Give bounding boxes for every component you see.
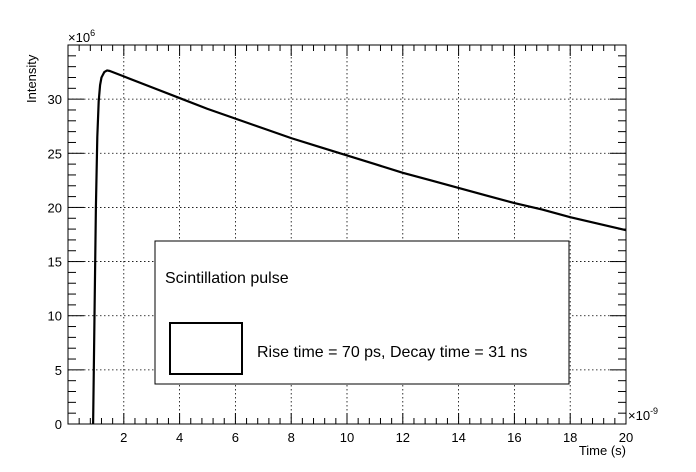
x-tick-label: 10 (340, 430, 354, 445)
x-tick-label: 4 (176, 430, 183, 445)
x-tick-label: 18 (563, 430, 577, 445)
axis-ticks (68, 45, 627, 425)
y-tick-label: 5 (55, 363, 62, 378)
x-tick-label: 20 (619, 430, 633, 445)
x-tick-label: 16 (507, 430, 521, 445)
x-tick-label: 14 (451, 430, 465, 445)
legend-title: Scintillation pulse (165, 270, 289, 287)
y-tick-label: 30 (48, 92, 62, 107)
legend-box (154, 240, 570, 385)
y-multiplier-base: ×10 (68, 30, 90, 45)
y-multiplier: ×106 (68, 28, 95, 45)
legend-symbol (169, 322, 243, 375)
x-tick-label: 2 (120, 430, 127, 445)
legend: Scintillation pulse Rise time = 70 ps, D… (154, 240, 570, 385)
y-tick-label: 20 (48, 200, 62, 215)
x-multiplier-base: ×10 (628, 408, 650, 423)
x-tick-label: 6 (232, 430, 239, 445)
series-line (92, 69, 627, 425)
y-axis-title: Intensity (24, 54, 39, 103)
x-axis-title: Time (s) (579, 443, 626, 458)
y-multiplier-exp: 6 (90, 28, 95, 38)
plot-frame (67, 44, 627, 425)
x-multiplier-exp: -9 (650, 406, 658, 416)
legend-entry: Rise time = 70 ps, Decay time = 31 ns (257, 344, 527, 361)
series-group (92, 69, 627, 425)
tick-labels: 2 4 6 8 10 12 14 16 18 20 0 5 10 15 20 25 30 (48, 92, 634, 445)
y-tick-label: 0 (55, 417, 62, 432)
x-tick-label: 8 (288, 430, 295, 445)
y-tick-label: 10 (48, 309, 62, 324)
y-tick-label: 25 (48, 146, 62, 161)
x-tick-label: 12 (396, 430, 410, 445)
y-tick-label: 15 (48, 255, 62, 270)
x-multiplier: ×10-9 (628, 406, 658, 423)
